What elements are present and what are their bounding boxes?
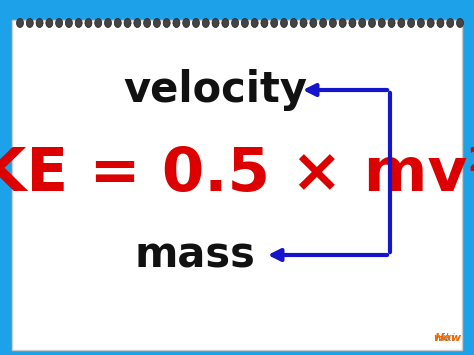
Ellipse shape xyxy=(251,18,258,27)
Text: How: How xyxy=(435,333,462,343)
Text: wiki: wiki xyxy=(433,333,455,343)
Ellipse shape xyxy=(329,18,337,27)
Ellipse shape xyxy=(222,18,229,27)
Ellipse shape xyxy=(17,18,24,27)
Ellipse shape xyxy=(300,18,307,27)
Ellipse shape xyxy=(104,18,111,27)
Text: velocity: velocity xyxy=(123,69,307,111)
Ellipse shape xyxy=(310,18,317,27)
FancyBboxPatch shape xyxy=(12,20,462,350)
Ellipse shape xyxy=(36,18,43,27)
Ellipse shape xyxy=(447,18,454,27)
Text: KE = 0.5 × mv²: KE = 0.5 × mv² xyxy=(0,146,474,204)
Ellipse shape xyxy=(202,18,210,27)
Ellipse shape xyxy=(173,18,180,27)
Ellipse shape xyxy=(241,18,248,27)
Ellipse shape xyxy=(65,18,73,27)
Ellipse shape xyxy=(182,18,190,27)
Ellipse shape xyxy=(359,18,366,27)
Ellipse shape xyxy=(398,18,405,27)
Ellipse shape xyxy=(271,18,278,27)
Ellipse shape xyxy=(55,18,63,27)
Ellipse shape xyxy=(212,18,219,27)
Ellipse shape xyxy=(26,18,33,27)
Ellipse shape xyxy=(124,18,131,27)
Ellipse shape xyxy=(144,18,151,27)
Ellipse shape xyxy=(281,18,288,27)
Ellipse shape xyxy=(408,18,415,27)
Ellipse shape xyxy=(319,18,327,27)
Ellipse shape xyxy=(75,18,82,27)
Ellipse shape xyxy=(46,18,53,27)
Ellipse shape xyxy=(388,18,395,27)
Ellipse shape xyxy=(427,18,434,27)
Text: mass: mass xyxy=(135,234,255,276)
Ellipse shape xyxy=(378,18,385,27)
Ellipse shape xyxy=(261,18,268,27)
Ellipse shape xyxy=(154,18,160,27)
Ellipse shape xyxy=(290,18,297,27)
Ellipse shape xyxy=(192,18,200,27)
Ellipse shape xyxy=(163,18,170,27)
Ellipse shape xyxy=(368,18,375,27)
Ellipse shape xyxy=(114,18,121,27)
Ellipse shape xyxy=(418,18,424,27)
Ellipse shape xyxy=(85,18,92,27)
Ellipse shape xyxy=(95,18,102,27)
Ellipse shape xyxy=(134,18,141,27)
Ellipse shape xyxy=(339,18,346,27)
Ellipse shape xyxy=(232,18,238,27)
Ellipse shape xyxy=(349,18,356,27)
Ellipse shape xyxy=(437,18,444,27)
Ellipse shape xyxy=(456,18,464,27)
